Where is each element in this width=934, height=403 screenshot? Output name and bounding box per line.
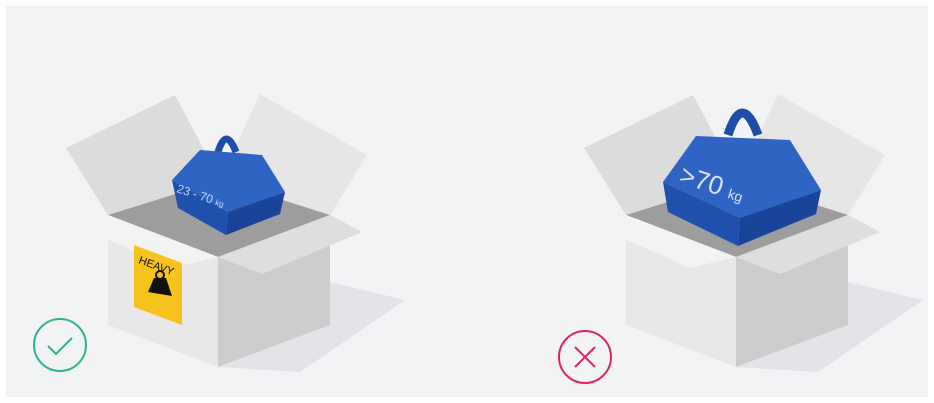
illustration: 23 - 70 kg HEAVY >70 kg — [0, 0, 934, 403]
page: 23 - 70 kg HEAVY >70 kg — [0, 0, 934, 403]
